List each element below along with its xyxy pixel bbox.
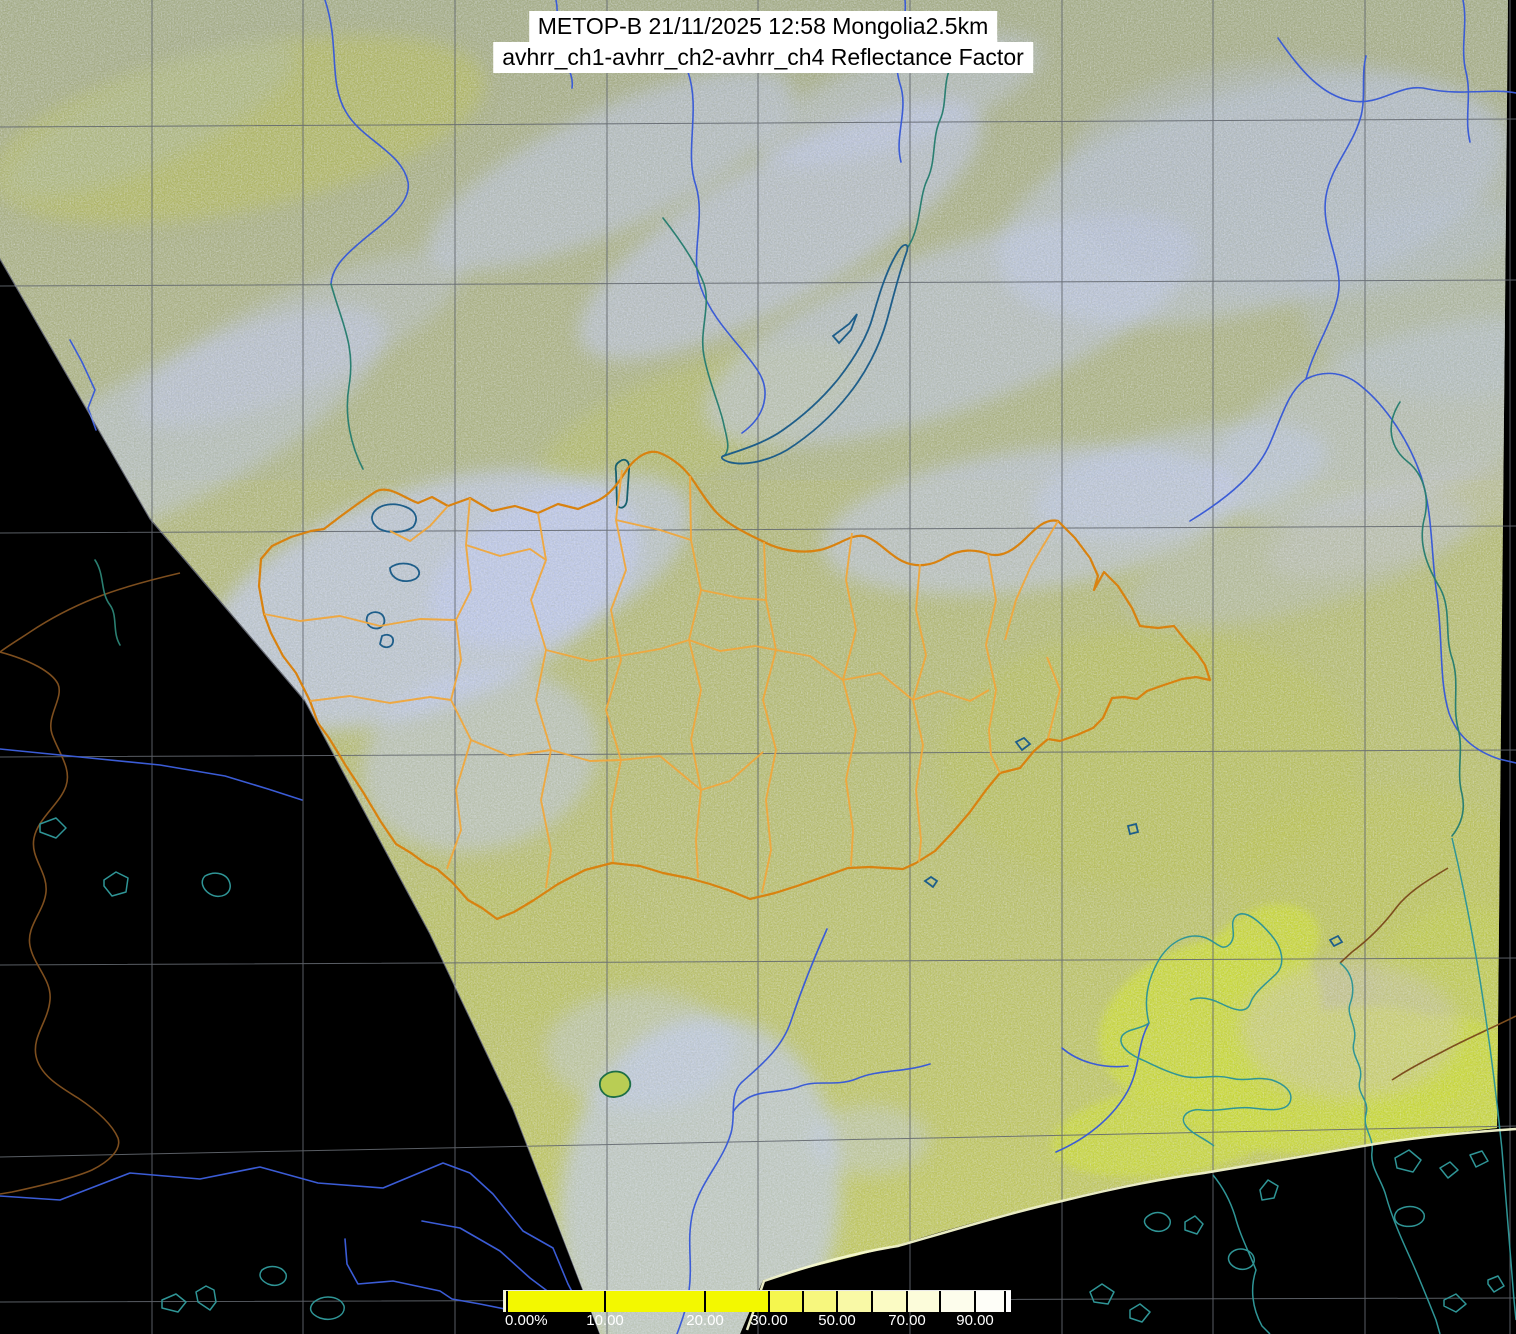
colorbar-edge-sliver [504,1291,508,1312]
colorbar-segment [908,1291,941,1312]
lake-khovsgol [614,458,631,509]
colorbar-tick: 90.00 [956,1312,994,1329]
colorbar-tick: 70.00 [888,1312,926,1329]
lake-baikal [720,243,909,465]
colorbar-segment [770,1291,804,1312]
colorbar-tick: 0.00% [505,1312,548,1329]
rivers-teal [94,67,1465,837]
lake-uvs [371,503,417,533]
mongolia-country-border [257,450,1212,921]
image-title-line2: avhrr_ch1-avhrr_ch2-avhrr_ch4 Reflectanc… [493,42,1033,73]
colorbar-tick-labels: 0.00% 10.00 20.00 30.00 50.00 70.00 90.0… [503,1312,1023,1332]
colorbar-segment [941,1291,976,1312]
colorbar-segment [606,1291,706,1312]
colorbar-tick: 50.00 [818,1312,856,1329]
colorbar-segment [508,1291,606,1312]
foreign-country-borders [0,572,1516,1195]
colorbar-tick: 10.00 [586,1312,624,1329]
coastlines [39,817,1516,1334]
colorbar-segment [804,1291,838,1312]
green-lake [599,1070,632,1098]
reflectance-colorbar [503,1290,1011,1312]
colorbar-tick: 20.00 [686,1312,724,1329]
colorbar-segment [1006,1291,1011,1312]
colorbar-segment [838,1291,873,1312]
olkhon-island [831,313,858,345]
lake-outlines [365,243,1344,1098]
colorbar-segment [873,1291,908,1312]
image-header: METOP-B 21/11/2025 12:58 Mongolia2.5km a… [493,11,1033,73]
mongolia-province-borders [263,469,1061,894]
colorbar-tick: 30.00 [750,1312,788,1329]
colorbar-segment [976,1291,1006,1312]
scan-edge-highlight [0,258,1516,1334]
colorbar-segment [706,1291,770,1312]
image-title-line1: METOP-B 21/11/2025 12:58 Mongolia2.5km [528,11,998,42]
